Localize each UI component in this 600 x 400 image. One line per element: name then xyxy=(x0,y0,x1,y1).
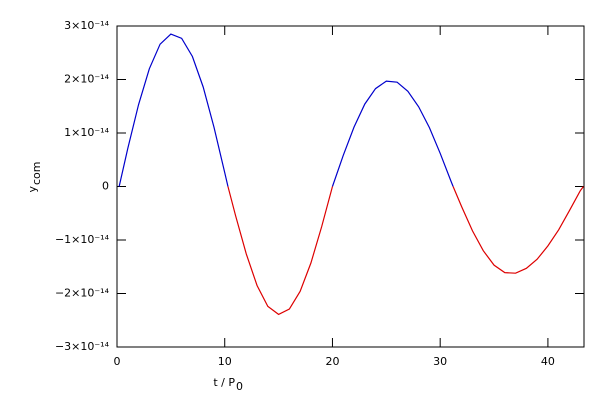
y-tick-label: −3×10⁻¹⁴ xyxy=(55,340,110,353)
plot-frame xyxy=(116,25,585,348)
x-tick-label: 10 xyxy=(218,355,232,368)
x-tick-label: 0 xyxy=(114,355,121,368)
x-tick-label: 40 xyxy=(541,355,555,368)
y-tick-label: −1×10⁻¹⁴ xyxy=(55,233,110,246)
y-axis-label-group: y com xyxy=(26,162,43,193)
y-axis-label: y xyxy=(26,186,39,193)
y-axis-label-sub: com xyxy=(30,162,43,186)
x-tick-label: 20 xyxy=(325,355,339,368)
series-line xyxy=(227,186,584,316)
y-tick-label: −2×10⁻¹⁴ xyxy=(55,287,110,300)
y-tick-label: 2×10⁻¹⁴ xyxy=(64,73,109,86)
y-tick-label: 3×10⁻¹⁴ xyxy=(64,19,109,32)
y-tick-label: 1×10⁻¹⁴ xyxy=(64,126,109,139)
series-line xyxy=(118,33,454,187)
x-tick-label: 30 xyxy=(433,355,447,368)
x-axis-label: t / P xyxy=(213,376,235,389)
y-tick-label: 0 xyxy=(102,180,109,193)
x-axis-label-sub: 0 xyxy=(236,380,243,393)
